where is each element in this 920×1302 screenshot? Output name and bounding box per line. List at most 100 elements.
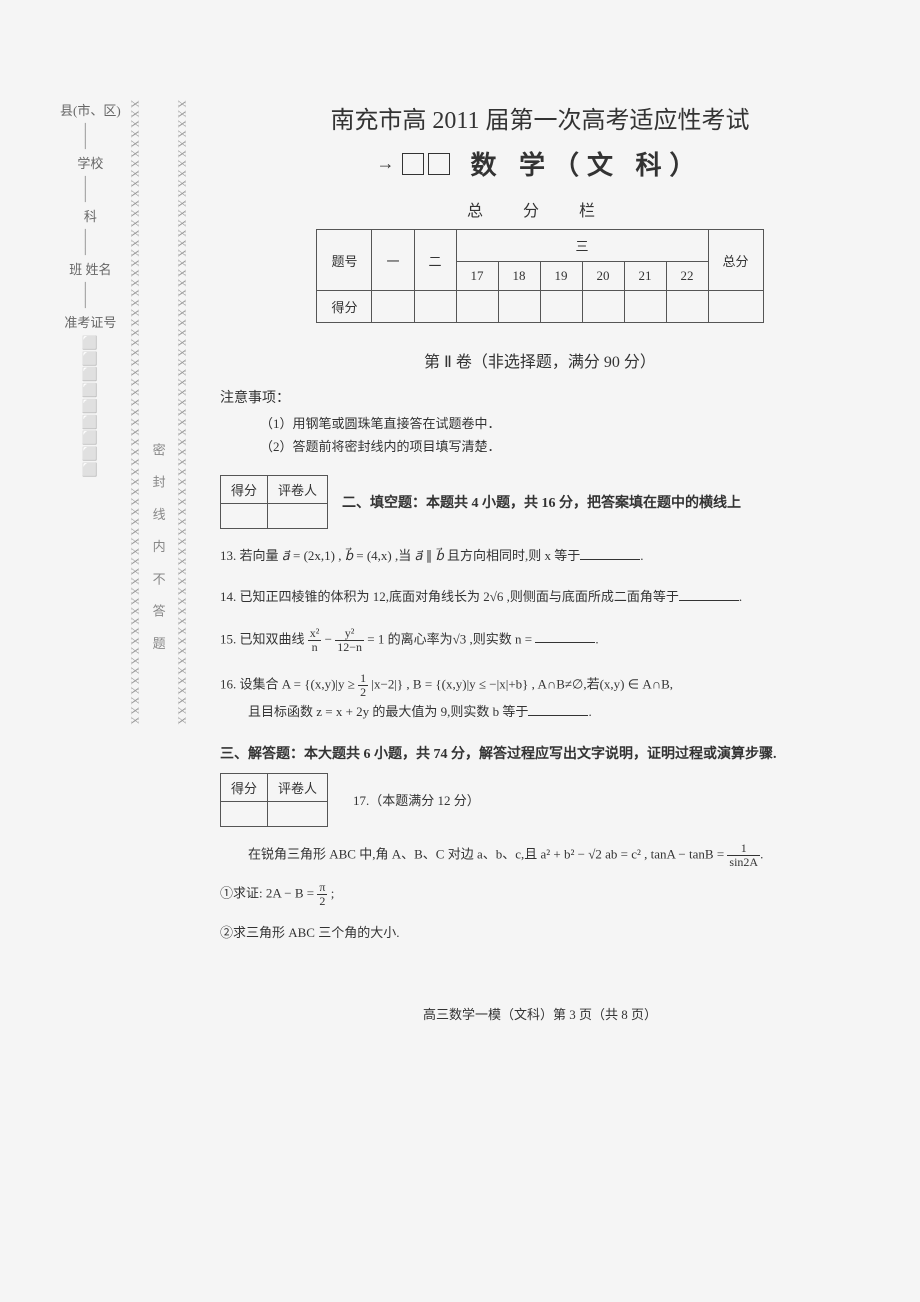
cell — [456, 291, 498, 323]
frac: y²12−n — [335, 627, 364, 654]
col-header: 20 — [582, 262, 624, 291]
table-row: 得分 评卷人 — [221, 476, 328, 504]
page-footer: 高三数学一模（文科）第 3 页（共 8 页） — [220, 1004, 860, 1023]
fill-section-desc: 二、填空题：本题共 4 小题，共 16 分，把答案填在题中的横线上 — [342, 496, 741, 511]
q15-mid: = 1 的离心率为√3 ,则实数 n = — [367, 631, 535, 646]
notice-title: 注意事项： — [220, 387, 860, 407]
blank — [528, 702, 588, 716]
subtitle-row: → 数 学（文 科） — [220, 145, 860, 182]
num: 1 — [358, 672, 368, 686]
notice-item-1: （1）用钢笔或圆珠笔直接答在试题卷中． — [260, 413, 860, 432]
col-header: 一 — [372, 230, 414, 291]
col-header: 22 — [666, 262, 708, 291]
grader-table: 得分 评卷人 — [220, 475, 328, 529]
score-table: 题号 一 二 三 总分 17 18 19 20 21 22 得分 — [316, 229, 763, 323]
blank — [679, 587, 739, 601]
cell — [372, 291, 414, 323]
notice-item-2: （2）答题前将密封线内的项目填写清楚． — [260, 436, 860, 455]
score-header: 总 分 栏 — [220, 197, 860, 221]
question-16: 16. 设集合 A = {(x,y)|y ≥ 12 |x−2|} , B = {… — [220, 672, 860, 723]
q17-sub2: ②求三角形 ABC 三个角的大小. — [220, 921, 860, 944]
col-header: 二 — [414, 230, 456, 291]
box1 — [402, 153, 424, 175]
col-header: 18 — [498, 262, 540, 291]
num: y² — [335, 627, 364, 641]
q14-text: 14. 已知正四棱锥的体积为 12,底面对角线长为 2√6 ,则侧面与底面所成二… — [220, 589, 679, 604]
q16-pre: 16. 设集合 A = {(x,y)|y ≥ — [220, 677, 358, 692]
frac: 1sin2A — [727, 842, 760, 869]
seal-line-text: 密 封 线 内 不 答 题 — [149, 100, 168, 1000]
q13-m1: = (2x,1) , — [290, 548, 345, 563]
frac: π2 — [317, 881, 327, 908]
page-container: 县(市、区)____ 学校____ 科____ 班 姓名____ 准考证号 ⬜⬜… — [60, 100, 860, 1023]
exam-subtitle: 数 学（文 科） — [470, 145, 703, 182]
cell — [582, 291, 624, 323]
col-grader: 评卷人 — [268, 476, 328, 504]
student-info-labels: 县(市、区)____ 学校____ 科____ 班 姓名____ 准考证号 ⬜⬜… — [60, 100, 121, 1000]
col-grader: 评卷人 — [268, 773, 328, 801]
cell — [414, 291, 456, 323]
cell — [221, 801, 268, 826]
label-school: 学校 — [77, 153, 103, 172]
section-2-title: 第 Ⅱ 卷（非选择题，满分 90 分） — [220, 348, 860, 372]
q17-pre: 在锐角三角形 ABC 中,角 A、B、C 对边 a、b、c,且 a² + b² … — [248, 847, 727, 862]
cell — [268, 504, 328, 529]
label-subject: 科 — [84, 206, 97, 225]
blank — [580, 546, 640, 560]
den: 12−n — [335, 641, 364, 654]
frac: 12 — [358, 672, 368, 699]
num: 1 — [727, 842, 760, 856]
q17-header-row: 得分 评卷人 17.（本题满分 12 分） — [220, 773, 860, 827]
main-content: 南充市高 2011 届第一次高考适应性考试 → 数 学（文 科） 总 分 栏 题… — [200, 100, 860, 1023]
cell — [268, 801, 328, 826]
row-label: 得分 — [317, 291, 372, 323]
table-row: 得分 评卷人 — [221, 773, 328, 801]
blank — [535, 629, 595, 643]
question-13: 13. 若向量 a⃗ = (2x,1) , b⃗ = (4,x) ,当 a⃗ ∥… — [220, 544, 860, 567]
frac: x²n — [308, 627, 322, 654]
question-14: 14. 已知正四棱锥的体积为 12,底面对角线长为 2√6 ,则侧面与底面所成二… — [220, 585, 860, 608]
q13-m2: = (4,x) ,当 — [353, 548, 415, 563]
grader-table-2: 得分 评卷人 — [220, 773, 328, 827]
box2 — [428, 153, 450, 175]
cell — [498, 291, 540, 323]
label-class-name: 班 姓名 — [69, 259, 111, 278]
q17-s1: ①求证: 2A − B = — [220, 886, 317, 901]
q13-m4: 且方向相同时,则 x 等于 — [444, 548, 581, 563]
den: n — [308, 641, 322, 654]
col-score: 得分 — [221, 476, 268, 504]
row-label: 题号 — [317, 230, 372, 291]
q17-sub1: ①求证: 2A − B = π2 ; — [220, 881, 860, 908]
vec-a: a⃗ — [282, 548, 290, 563]
cell — [624, 291, 666, 323]
q13-pre: 13. 若向量 — [220, 548, 282, 563]
x-marks-right: XXXXXXXXXXXXXXXXXXXXXXXXXXXXXXXXXXXXXXXX… — [176, 100, 188, 1000]
binding-column: 县(市、区)____ 学校____ 科____ 班 姓名____ 准考证号 ⬜⬜… — [60, 100, 190, 1023]
table-row: 得分 — [317, 291, 763, 323]
label-county: 县(市、区) — [60, 100, 121, 119]
q16-l2: 且目标函数 z = x + 2y 的最大值为 9,则实数 b 等于 — [248, 704, 528, 719]
q17-s1e: ; — [331, 886, 335, 901]
col-header: 总分 — [708, 230, 763, 291]
x-marks-left: XXXXXXXXXXXXXXXXXXXXXXXXXXXXXXXXXXXXXXXX… — [129, 100, 141, 1000]
vec-b: b⃗ — [345, 548, 353, 563]
q16-m1: |x−2|} , B = {(x,y)|y ≤ −|x|+b} , A∩B≠∅,… — [371, 677, 673, 692]
col-header: 17 — [456, 262, 498, 291]
q15-pre: 15. 已知双曲线 — [220, 631, 305, 646]
col-group: 三 — [456, 230, 708, 262]
q13-m3: ∥ — [422, 548, 435, 563]
num: π — [317, 881, 327, 895]
section-3-title: 三、解答题：本大题共 6 小题，共 74 分，解答过程应写出文字说明，证明过程或… — [220, 743, 860, 763]
table-row: 题号 一 二 三 总分 — [317, 230, 763, 262]
q17-label: 17.（本题满分 12 分） — [353, 790, 480, 809]
col-score: 得分 — [221, 773, 268, 801]
den: sin2A — [727, 856, 760, 869]
box-pair — [402, 153, 450, 175]
den: 2 — [317, 895, 327, 908]
question-15: 15. 已知双曲线 x²n − y²12−n = 1 的离心率为√3 ,则实数 … — [220, 627, 860, 654]
col-header: 19 — [540, 262, 582, 291]
den: 2 — [358, 686, 368, 699]
fill-section-row: 得分 评卷人 二、填空题：本题共 4 小题，共 16 分，把答案填在题中的横线上 — [220, 475, 860, 529]
num: x² — [308, 627, 322, 641]
table-row — [221, 504, 328, 529]
